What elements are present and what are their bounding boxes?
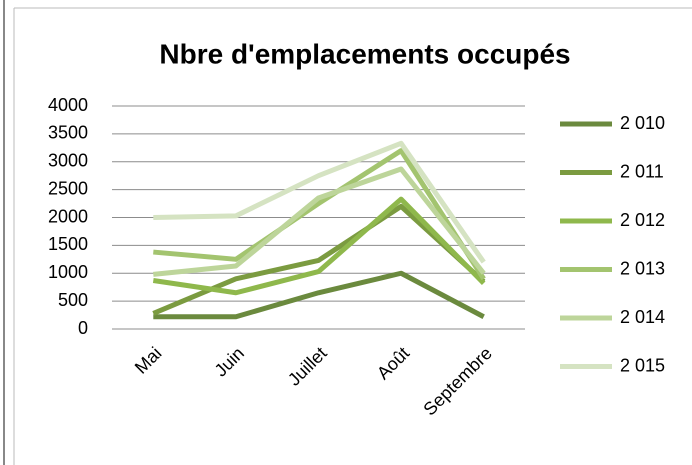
chart-title: Nbre d'emplacements occupés xyxy=(159,38,570,69)
y-tick-label: 500 xyxy=(58,290,88,310)
legend-label: 2 015 xyxy=(620,355,665,375)
y-tick-label: 1000 xyxy=(48,262,88,282)
series-line xyxy=(153,148,486,281)
series-line xyxy=(152,196,486,296)
legend-label: 2 011 xyxy=(620,161,664,181)
y-tick-label: 1500 xyxy=(48,234,88,254)
y-tick-label: 3500 xyxy=(48,123,88,143)
legend-label: 2 012 xyxy=(620,210,665,230)
y-tick-label: 2000 xyxy=(48,206,88,226)
y-tick-label: 3000 xyxy=(48,151,88,171)
legend-label: 2 010 xyxy=(620,113,665,133)
y-tick-label: 2500 xyxy=(48,178,88,198)
series-line xyxy=(153,140,486,264)
y-tick-label: 0 xyxy=(78,318,88,338)
legend-label: 2 013 xyxy=(620,258,665,278)
y-tick-label: 4000 xyxy=(48,95,88,115)
series-line xyxy=(153,270,485,320)
series-line xyxy=(153,166,486,277)
legend-label: 2 014 xyxy=(620,307,665,327)
